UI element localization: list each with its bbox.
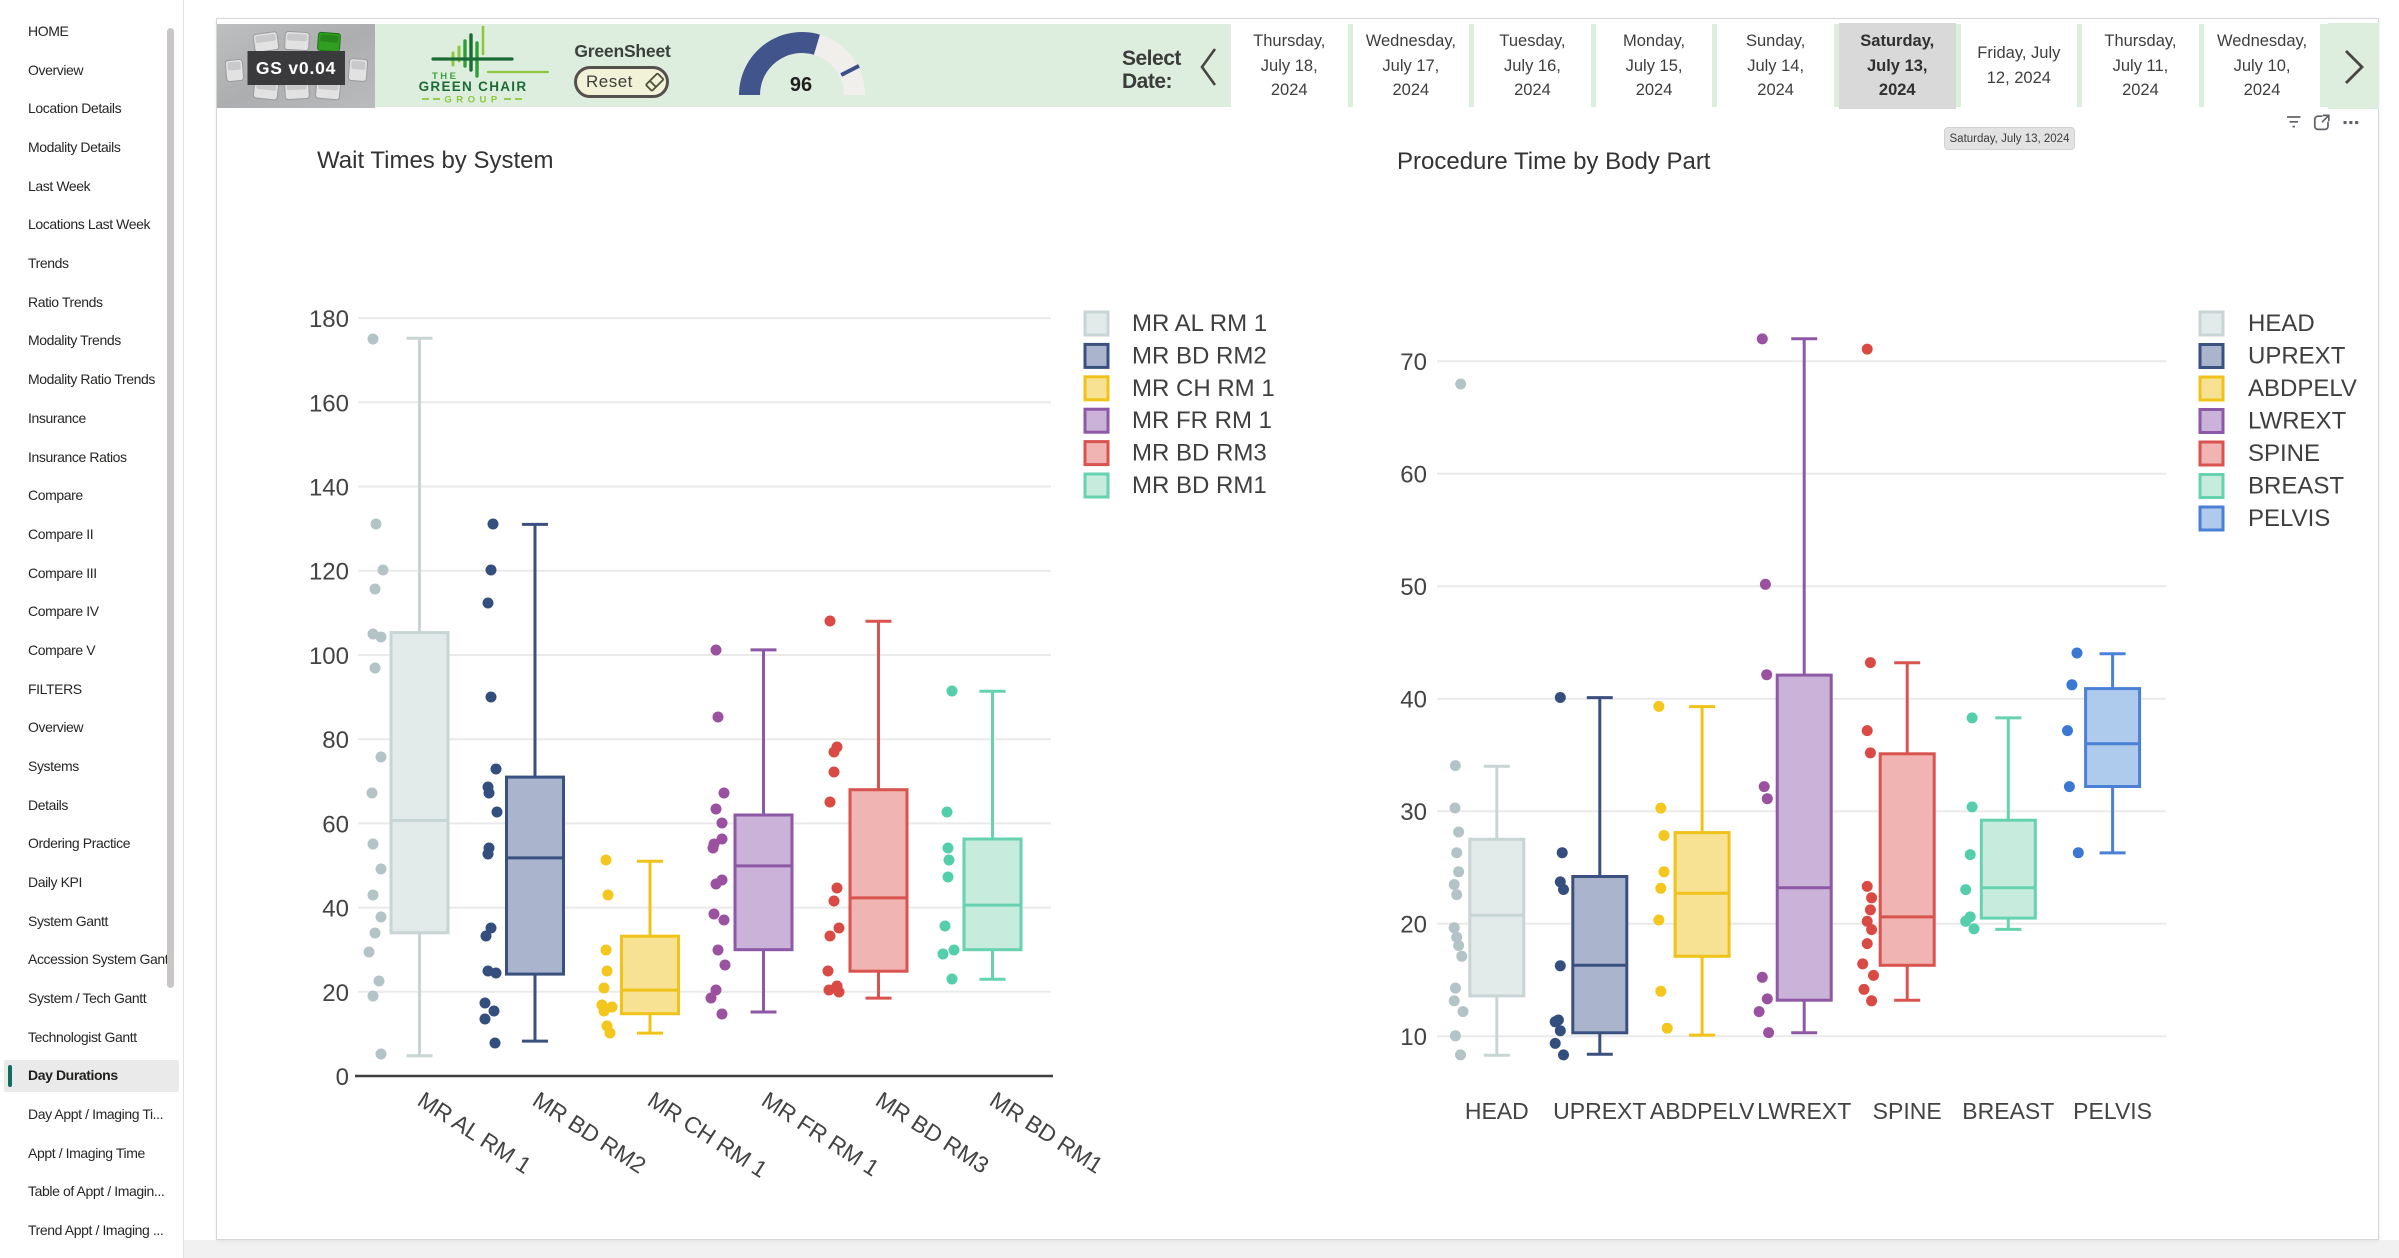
svg-text:UPREXT: UPREXT <box>2248 343 2346 370</box>
svg-text:96: 96 <box>790 74 812 96</box>
svg-text:MR CH RM 1: MR CH RM 1 <box>1132 375 1275 402</box>
svg-text:MR AL RM 1: MR AL RM 1 <box>413 1086 536 1178</box>
svg-text:120: 120 <box>309 559 349 586</box>
svg-text:BREAST: BREAST <box>2248 473 2344 500</box>
svg-text:GREEN CHAIR: GREEN CHAIR <box>419 79 528 94</box>
svg-text:Wait Times by System: Wait Times by System <box>317 147 553 174</box>
svg-text:MR BD RM3: MR BD RM3 <box>1132 440 1267 467</box>
svg-text:MR BD RM2: MR BD RM2 <box>1132 342 1267 369</box>
svg-text:MR AL RM 1: MR AL RM 1 <box>1132 310 1267 337</box>
svg-text:40: 40 <box>1400 687 1427 714</box>
svg-text:MR BD RM3: MR BD RM3 <box>871 1086 993 1178</box>
svg-text:GS v0.04: GS v0.04 <box>256 58 336 78</box>
svg-text:HEAD: HEAD <box>1465 1098 1529 1124</box>
svg-text:0: 0 <box>336 1064 349 1091</box>
svg-text:180: 180 <box>309 306 349 333</box>
svg-text:MR BD RM1: MR BD RM1 <box>985 1086 1107 1178</box>
svg-text:LWREXT: LWREXT <box>1757 1098 1851 1124</box>
svg-text:50: 50 <box>1400 574 1427 601</box>
svg-text:140: 140 <box>309 475 349 502</box>
svg-text:PELVIS: PELVIS <box>2248 505 2330 532</box>
svg-text:UPREXT: UPREXT <box>1553 1098 1646 1124</box>
svg-text:160: 160 <box>309 390 349 417</box>
svg-text:80: 80 <box>322 727 349 754</box>
svg-text:ABDPELV: ABDPELV <box>2248 375 2357 402</box>
svg-text:SPINE: SPINE <box>2248 440 2320 467</box>
svg-text:20: 20 <box>1400 912 1427 939</box>
svg-text:20: 20 <box>322 980 349 1007</box>
svg-text:MR CH RM 1: MR CH RM 1 <box>643 1086 772 1182</box>
svg-text:BREAST: BREAST <box>1962 1098 2054 1124</box>
svg-text:10: 10 <box>1400 1024 1427 1051</box>
svg-text:MR FR RM 1: MR FR RM 1 <box>1132 407 1272 434</box>
svg-text:60: 60 <box>322 811 349 838</box>
svg-text:PELVIS: PELVIS <box>2073 1098 2152 1124</box>
svg-text:LWREXT: LWREXT <box>2248 408 2347 435</box>
svg-text:100: 100 <box>309 643 349 670</box>
svg-text:ABDPELV: ABDPELV <box>1650 1098 1755 1124</box>
svg-text:40: 40 <box>322 896 349 923</box>
svg-text:60: 60 <box>1400 462 1427 489</box>
svg-text:MR BD RM1: MR BD RM1 <box>1132 472 1267 499</box>
svg-text:THE: THE <box>432 71 459 82</box>
svg-text:MR BD RM2: MR BD RM2 <box>528 1086 650 1178</box>
svg-text:GROUP: GROUP <box>444 95 501 106</box>
svg-text:30: 30 <box>1400 799 1427 826</box>
svg-text:Procedure Time by Body Part: Procedure Time by Body Part <box>1397 148 1711 175</box>
svg-text:HEAD: HEAD <box>2248 310 2315 337</box>
svg-text:70: 70 <box>1400 349 1427 376</box>
svg-text:MR FR RM 1: MR FR RM 1 <box>757 1086 884 1181</box>
svg-text:SPINE: SPINE <box>1873 1098 1942 1124</box>
